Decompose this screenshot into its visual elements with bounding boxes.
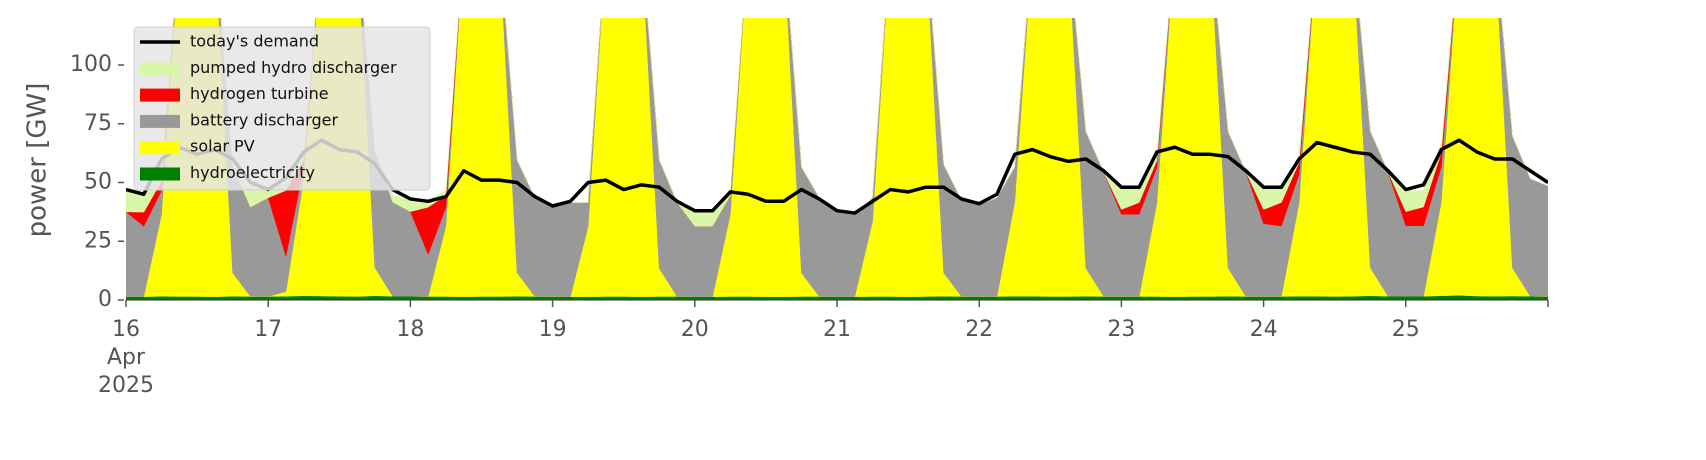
x-tick-label: 17 — [254, 317, 283, 342]
legend-box — [133, 26, 431, 191]
x-tick-label: 24 — [1249, 317, 1278, 342]
legend-label: pumped hydro discharger — [190, 58, 397, 77]
x-tick-label: 19 — [538, 317, 567, 342]
legend-label: battery discharger — [190, 110, 338, 129]
legend-swatch — [140, 141, 180, 155]
x-tick-label: 21 — [823, 317, 851, 342]
legend-swatch — [140, 88, 180, 102]
y-tick-label: 0 — [98, 287, 112, 312]
legend-swatch — [140, 167, 180, 181]
legend: today's demand pumped hydro discharger hyd… — [133, 26, 431, 191]
legend-label: hydrogen turbine — [190, 84, 329, 103]
y-tick-label: 25 — [84, 228, 112, 253]
x-tick-label: 16 Apr 2025 — [98, 317, 154, 398]
x-tick-label: 23 — [1107, 317, 1136, 342]
legend-label: hydroelectricity — [190, 163, 315, 182]
x-tick-label: 20 — [680, 317, 709, 342]
y-axis-label: power [GW] — [23, 83, 53, 238]
area-2 — [126, 18, 1548, 297]
y-tick-label: 50 — [84, 170, 112, 195]
y-tick-label: 100 — [70, 52, 112, 77]
y-tick-label: 75 — [84, 111, 112, 136]
legend-swatch — [140, 62, 180, 76]
x-tick-label: 22 — [965, 317, 994, 342]
x-tick-label: 25 — [1391, 317, 1420, 342]
legend-swatch — [140, 114, 180, 128]
plot-area — [126, 18, 1548, 300]
x-tick-label: 18 — [396, 317, 425, 342]
area-4 — [126, 18, 1548, 227]
legend-label: solar PV — [190, 137, 255, 156]
legend-label: today's demand — [190, 32, 319, 51]
